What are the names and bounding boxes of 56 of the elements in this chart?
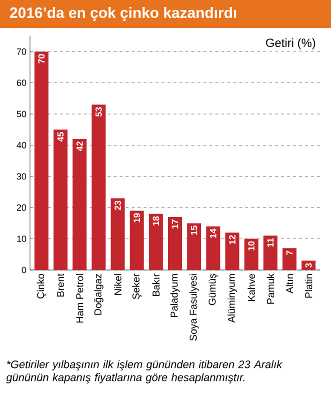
bar xyxy=(263,236,278,270)
y-tick-label: 0 xyxy=(22,266,26,274)
bar xyxy=(110,198,125,270)
data-label: 17 xyxy=(172,220,178,229)
data-label: 14 xyxy=(210,228,216,238)
x-tick-label: Nikel xyxy=(114,274,122,295)
bar xyxy=(130,210,144,270)
bar xyxy=(148,214,163,270)
y-tick-label: 10 xyxy=(17,236,26,242)
x-tick-label: Şeker xyxy=(132,274,142,300)
data-label: 42 xyxy=(76,142,83,151)
data-label: 19 xyxy=(134,213,140,222)
data-label: 3 xyxy=(305,263,312,268)
y-tick-label: 60 xyxy=(16,80,26,86)
y-tick-label: 20 xyxy=(16,204,26,211)
bar xyxy=(206,226,220,270)
x-tick-label: Bakır xyxy=(152,274,160,296)
bar xyxy=(54,130,68,270)
bar xyxy=(187,223,202,270)
data-label: 53 xyxy=(96,107,102,117)
bar xyxy=(244,238,258,270)
y-tick-label: 40 xyxy=(16,142,26,148)
data-label: 12 xyxy=(229,235,236,244)
data-label: 70 xyxy=(38,54,45,64)
x-tick-label: Kahve xyxy=(248,274,255,301)
text: *Getiriler yılbaşının ilk işlem gününden itibaren 23 Aralık gününün kapanış fiyatlarına göre hesaplanmıştır. xyxy=(6,360,283,384)
x-tick-label: Paladyum xyxy=(170,274,180,318)
y-tick-label: 70 xyxy=(16,48,26,55)
data-label: 10 xyxy=(248,241,254,250)
data-label: 45 xyxy=(57,132,64,142)
x-tick-label: Ham Petrol xyxy=(76,274,84,323)
x-tick-label: Brent xyxy=(57,274,64,297)
x-tick-label: Alüminyum xyxy=(228,274,237,323)
x-tick-label: Doğalgaz xyxy=(94,274,104,315)
x-tick-label: Çinko xyxy=(36,274,46,298)
data-label: 11 xyxy=(267,238,274,247)
x-tick-label: Pamuk xyxy=(266,274,274,304)
bar xyxy=(92,104,106,270)
y-tick-label: 30 xyxy=(16,173,26,180)
bar xyxy=(302,260,316,270)
data-label: 23 xyxy=(114,200,121,210)
bar xyxy=(225,232,240,270)
x-tick-label: Platin xyxy=(304,274,312,298)
chart-title: 2016’da en çok çinko kazandırdı xyxy=(10,7,236,21)
x-tick-label: Altın xyxy=(286,274,294,294)
y-tick-label: 50 xyxy=(16,110,26,118)
bar xyxy=(282,248,296,270)
x-tick-label: Soya Fasulyesi xyxy=(189,274,199,341)
data-label: 7 xyxy=(286,250,293,255)
bar xyxy=(168,216,182,270)
bar xyxy=(72,138,87,270)
y-axis-title: Getiri (%) xyxy=(266,38,316,50)
bar xyxy=(34,52,48,270)
data-label: 18 xyxy=(152,216,160,226)
data-label: 15 xyxy=(190,226,198,235)
x-tick-label: Gümüş xyxy=(208,274,218,306)
